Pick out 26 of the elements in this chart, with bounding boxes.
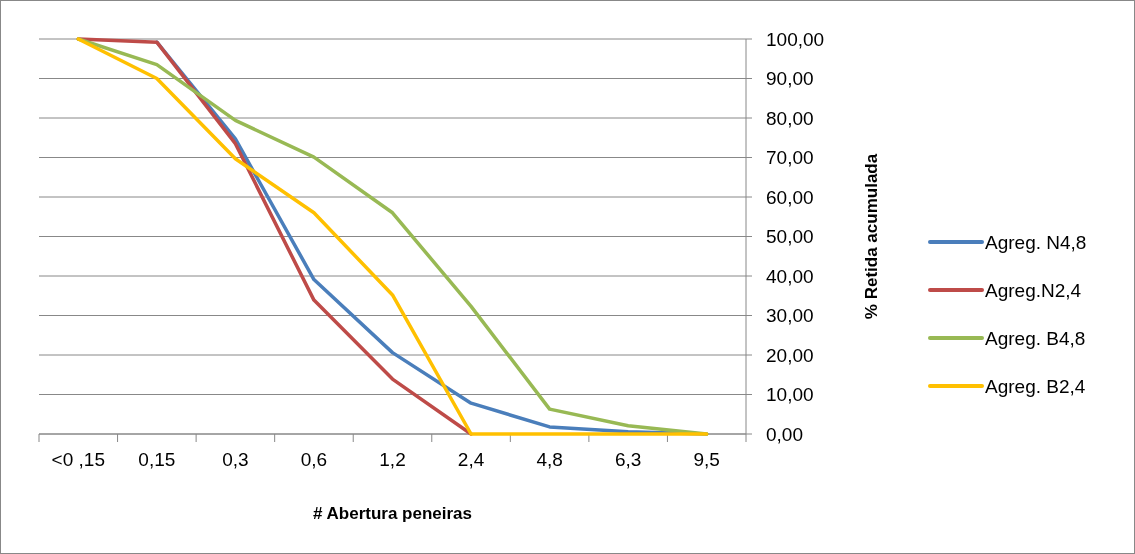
x-tick-label: 4,8	[536, 449, 563, 470]
y-tick-label: 30,00	[766, 305, 814, 327]
x-tick-label: 2,4	[457, 449, 485, 470]
y-tick-label: 20,00	[766, 344, 814, 366]
y-axis-title: % Retida acumulada	[862, 153, 881, 320]
y-tick-label: 80,00	[766, 107, 814, 129]
legend-label: Agreg. B2,4	[985, 375, 1086, 397]
x-tick-label: 0,15	[138, 449, 176, 470]
y-tick-label: 70,00	[766, 147, 814, 169]
x-tick-label: 0,6	[300, 449, 328, 470]
legend-label: Agreg. N4,8	[985, 231, 1087, 253]
y-tick-label: 40,00	[766, 265, 814, 287]
y-tick-label: 60,00	[766, 186, 814, 208]
x-tick-label: 1,2	[379, 449, 406, 470]
x-tick-label: <0 ,15	[51, 449, 105, 470]
y-tick-label: 10,00	[766, 384, 814, 406]
x-tick-label: 6,3	[614, 449, 642, 470]
y-tick-label: 0,00	[766, 423, 803, 445]
y-tick-label: 50,00	[766, 226, 814, 248]
x-tick-label: 9,5	[693, 449, 720, 470]
legend-label: Agreg.N2,4	[985, 279, 1082, 301]
y-tick-label: 90,00	[766, 68, 814, 90]
legend-label: Agreg. B4,8	[985, 327, 1086, 349]
x-tick-label: 0,3	[222, 449, 249, 470]
x-axis-title: # Abertura peneiras	[312, 504, 473, 523]
y-tick-label: 100,00	[766, 28, 825, 50]
